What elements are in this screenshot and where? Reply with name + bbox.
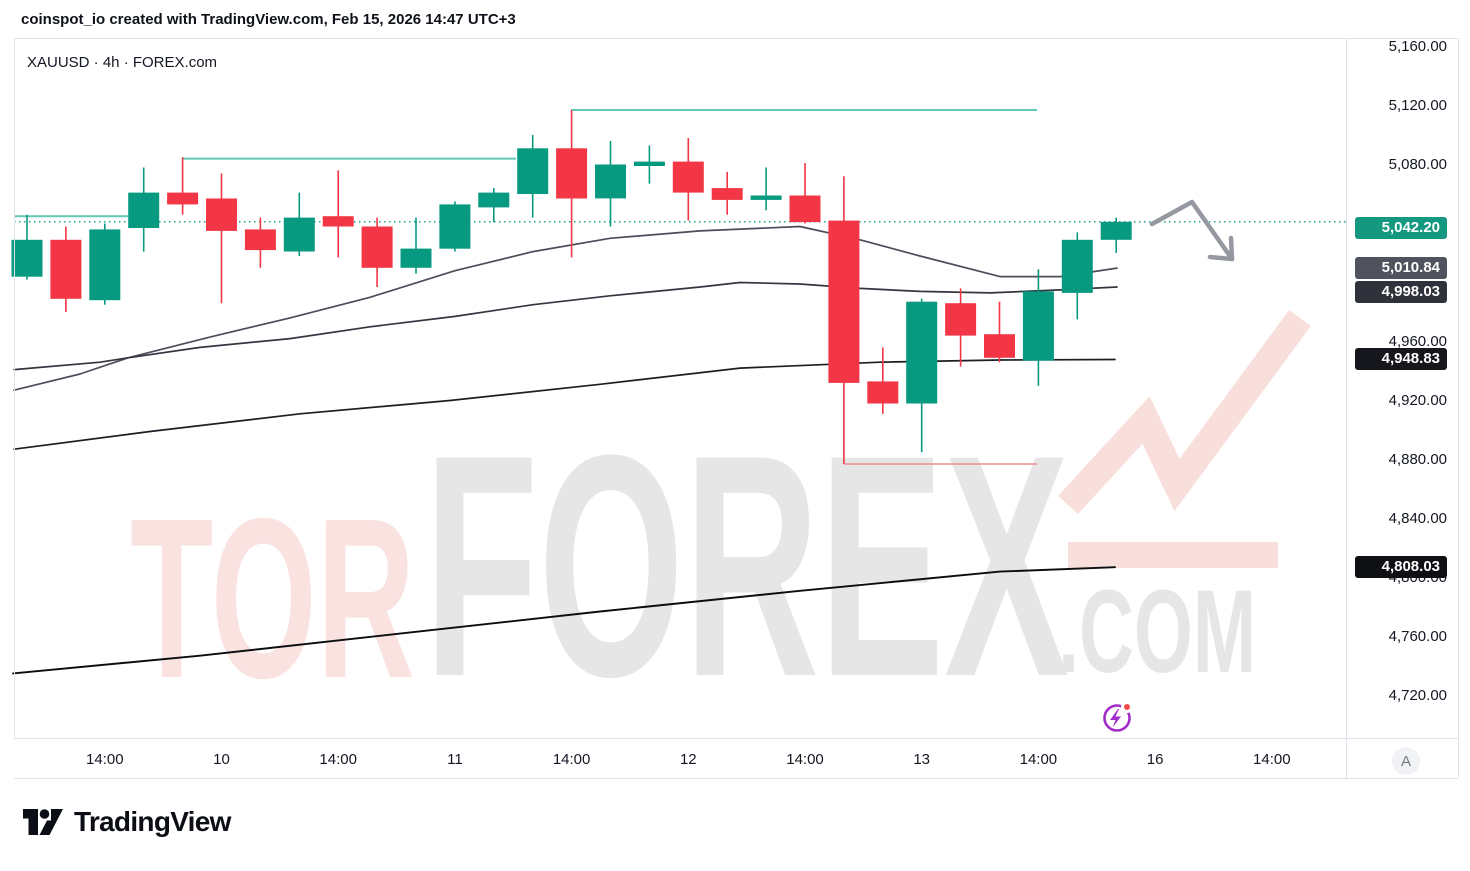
time-axis-tick: 14:00 <box>86 751 124 768</box>
pane-border-left <box>14 38 15 738</box>
auto-scale-button[interactable]: A <box>1392 747 1420 775</box>
price-axis-border <box>1346 38 1347 778</box>
candle <box>711 171 743 215</box>
last-price-badge: 5,042.20 <box>1355 216 1447 239</box>
projection-arrow-head <box>1207 254 1235 262</box>
candle <box>750 167 782 211</box>
tradingview-logo[interactable]: TradingView <box>23 806 231 838</box>
candle <box>906 298 938 453</box>
price-axis-tick: 4,760.00 <box>1388 628 1447 645</box>
tradingview-logo-icon <box>23 809 63 835</box>
watermark-tor: TOR <box>130 472 415 726</box>
candle <box>984 301 1015 363</box>
price-axis[interactable]: 5,160.00 5,120.00 5,080.00 4,960.00 4,920.00… <box>1347 38 1470 778</box>
candle <box>11 214 43 280</box>
tradingview-logo-text: TradingView <box>74 806 231 837</box>
price-axis-tick: 5,080.00 <box>1388 156 1447 173</box>
candle <box>206 173 237 304</box>
time-axis-tick: 14:00 <box>319 751 357 768</box>
time-axis-tick: 13 <box>913 751 931 768</box>
time-axis-tick: 16 <box>1146 751 1164 768</box>
time-axis-tick: 11 <box>447 751 463 768</box>
candle <box>1100 217 1132 253</box>
candle <box>89 223 121 305</box>
time-axis-tick: 14:00 <box>1253 751 1291 768</box>
price-axis-tick: 4,920.00 <box>1388 392 1447 409</box>
symbol-title: XAUUSD · 4h · FOREX.com <box>27 54 218 71</box>
ma-100-badge: 4,948.83 <box>1355 348 1447 371</box>
candle <box>595 140 626 227</box>
time-axis-tick: 10 <box>213 751 230 768</box>
watermark-trend-arrow <box>1058 309 1311 515</box>
candle <box>867 347 899 414</box>
price-axis-tick: 4,880.00 <box>1388 451 1447 468</box>
time-axis-tick: 12 <box>679 751 697 768</box>
candle <box>50 226 82 312</box>
candle <box>128 167 160 252</box>
time-axis[interactable]: A 14:00 10 14:00 11 14:00 12 14:00 13 14:00 16 14:… <box>0 739 1470 778</box>
price-axis-tick: 4,960.00 <box>1388 333 1447 350</box>
candle <box>945 288 977 367</box>
projection-arrow-head <box>1228 235 1235 262</box>
candle <box>633 145 665 184</box>
projection-arrow[interactable] <box>1149 199 1235 262</box>
candle <box>361 217 393 287</box>
candle <box>439 201 471 252</box>
attribution-text: coinspot_io created with TradingView.com… <box>21 11 516 28</box>
price-axis-tick: 5,120.00 <box>1388 97 1447 114</box>
pane-border-top <box>14 38 1458 39</box>
candle <box>1022 269 1054 386</box>
time-axis-tick: 14:00 <box>786 751 824 768</box>
bottom-border <box>14 778 1458 779</box>
price-axis-tick: 4,840.00 <box>1388 510 1447 527</box>
candle <box>283 192 315 256</box>
candle <box>789 163 821 224</box>
ma-20-badge: 5,010.84 <box>1355 257 1447 279</box>
candle <box>400 217 432 274</box>
time-axis-tick: 14:00 <box>1019 751 1058 768</box>
candle <box>478 188 510 223</box>
flash-marker-icon[interactable] <box>1103 701 1133 732</box>
candle <box>244 217 276 268</box>
moving-average-line <box>13 281 1118 371</box>
time-axis-tick: 14:00 <box>552 751 591 768</box>
price-axis-tick: 4,720.00 <box>1388 687 1447 704</box>
candle <box>672 138 704 221</box>
candle <box>322 170 354 258</box>
candle <box>1061 232 1093 320</box>
candle <box>828 176 860 464</box>
ma-200-badge: 4,808.03 <box>1355 556 1447 579</box>
moving-average-line <box>12 566 1116 675</box>
ma-50-badge: 4,998.03 <box>1355 280 1447 303</box>
watermark-forex: FOREX <box>424 389 1070 742</box>
watermark-underline-bar <box>1068 542 1278 568</box>
watermark-com: .COM <box>1058 566 1256 698</box>
time-axis-border <box>14 738 1458 739</box>
right-border <box>1458 38 1459 778</box>
candle <box>517 135 549 218</box>
candle <box>556 110 588 258</box>
price-axis-tick: 5,160.00 <box>1388 38 1447 55</box>
candle <box>167 157 199 215</box>
